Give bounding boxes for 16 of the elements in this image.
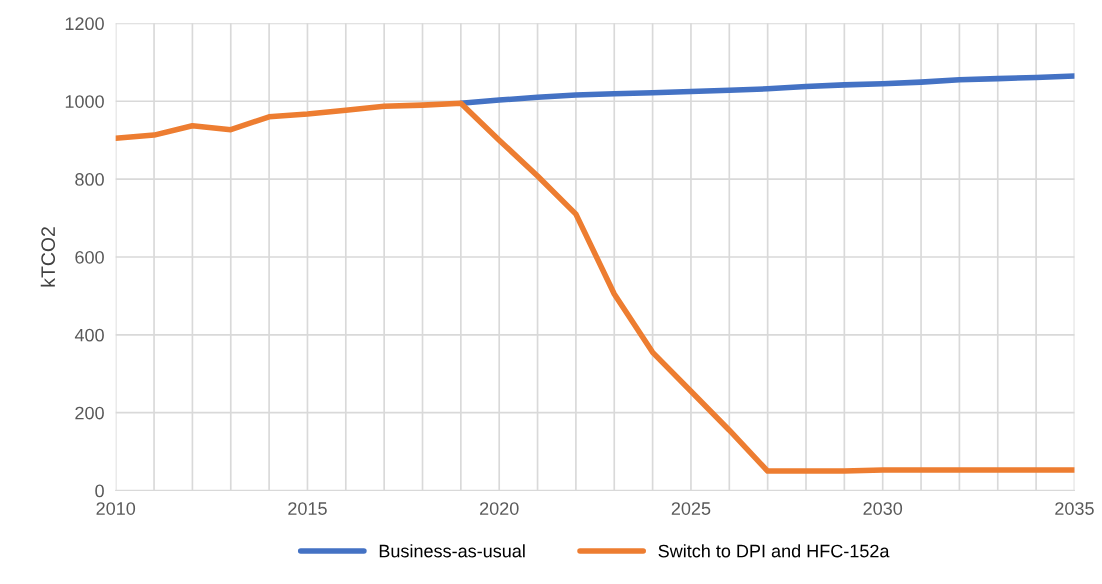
y-tick-label: 400 (74, 328, 104, 342)
x-tick-label: 2035 (1055, 502, 1094, 515)
y-tick-label: 1200 (65, 17, 104, 31)
x-tick-label: 2030 (863, 502, 903, 515)
x-tick-label: 2015 (288, 502, 327, 515)
y-tick-label: 0 (95, 484, 104, 498)
legend-label: Business-as-usual (379, 544, 525, 558)
y-tick-label: 800 (75, 173, 104, 186)
y-tick-label: 200 (75, 406, 104, 420)
legend-label: Switch to DPI and HFC-152a (658, 544, 890, 558)
y-axis-title: kTCO2 (40, 227, 56, 287)
x-tick-label: 2010 (96, 502, 136, 515)
x-tick-label: 2025 (671, 502, 711, 515)
y-tick-label: 600 (75, 250, 104, 264)
y-tick-label: 1000 (65, 95, 104, 108)
x-tick-label: 2020 (480, 502, 519, 515)
